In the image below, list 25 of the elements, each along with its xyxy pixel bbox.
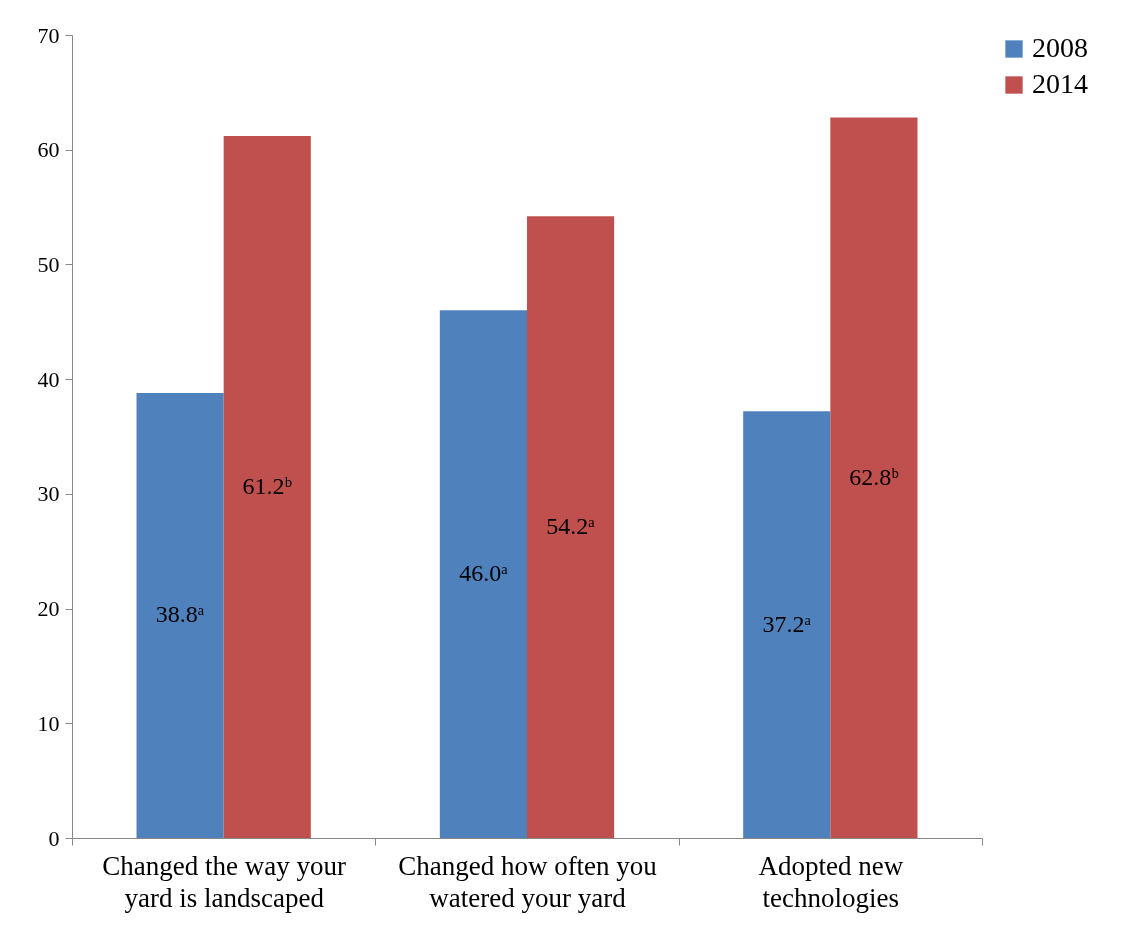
y-tick-label: 40 [37,366,60,392]
y-tick-label: 30 [37,481,60,507]
x-tick-label: Changed how often you watered your yard [398,850,658,913]
y-tick-label: 70 [37,22,60,48]
data-label: 38.8ᵃ [155,601,205,628]
x-tick-label: Adopted new technologies [758,850,904,913]
y-tick-label: 0 [48,825,60,851]
data-label: 46.0ᵃ [459,560,509,587]
bar [223,135,311,838]
bar [830,117,918,838]
y-tick-label: 10 [37,710,60,736]
y-tick-label: 20 [37,596,60,622]
bar [136,392,224,838]
x-tick-label: Changed the way your yard is landscaped [102,850,347,913]
data-label: 61.2ᵇ [242,472,293,499]
legend-label: 2014 [1032,68,1088,99]
bar [527,216,615,838]
bar [743,411,831,838]
data-label: 62.8ᵇ [849,463,900,490]
bar [439,310,527,838]
y-tick-label: 50 [37,251,60,277]
data-label: 54.2ᵃ [546,513,596,540]
y-tick-label: 60 [37,137,60,163]
data-label: 37.2ᵃ [762,610,812,637]
legend-label: 2008 [1032,32,1088,63]
